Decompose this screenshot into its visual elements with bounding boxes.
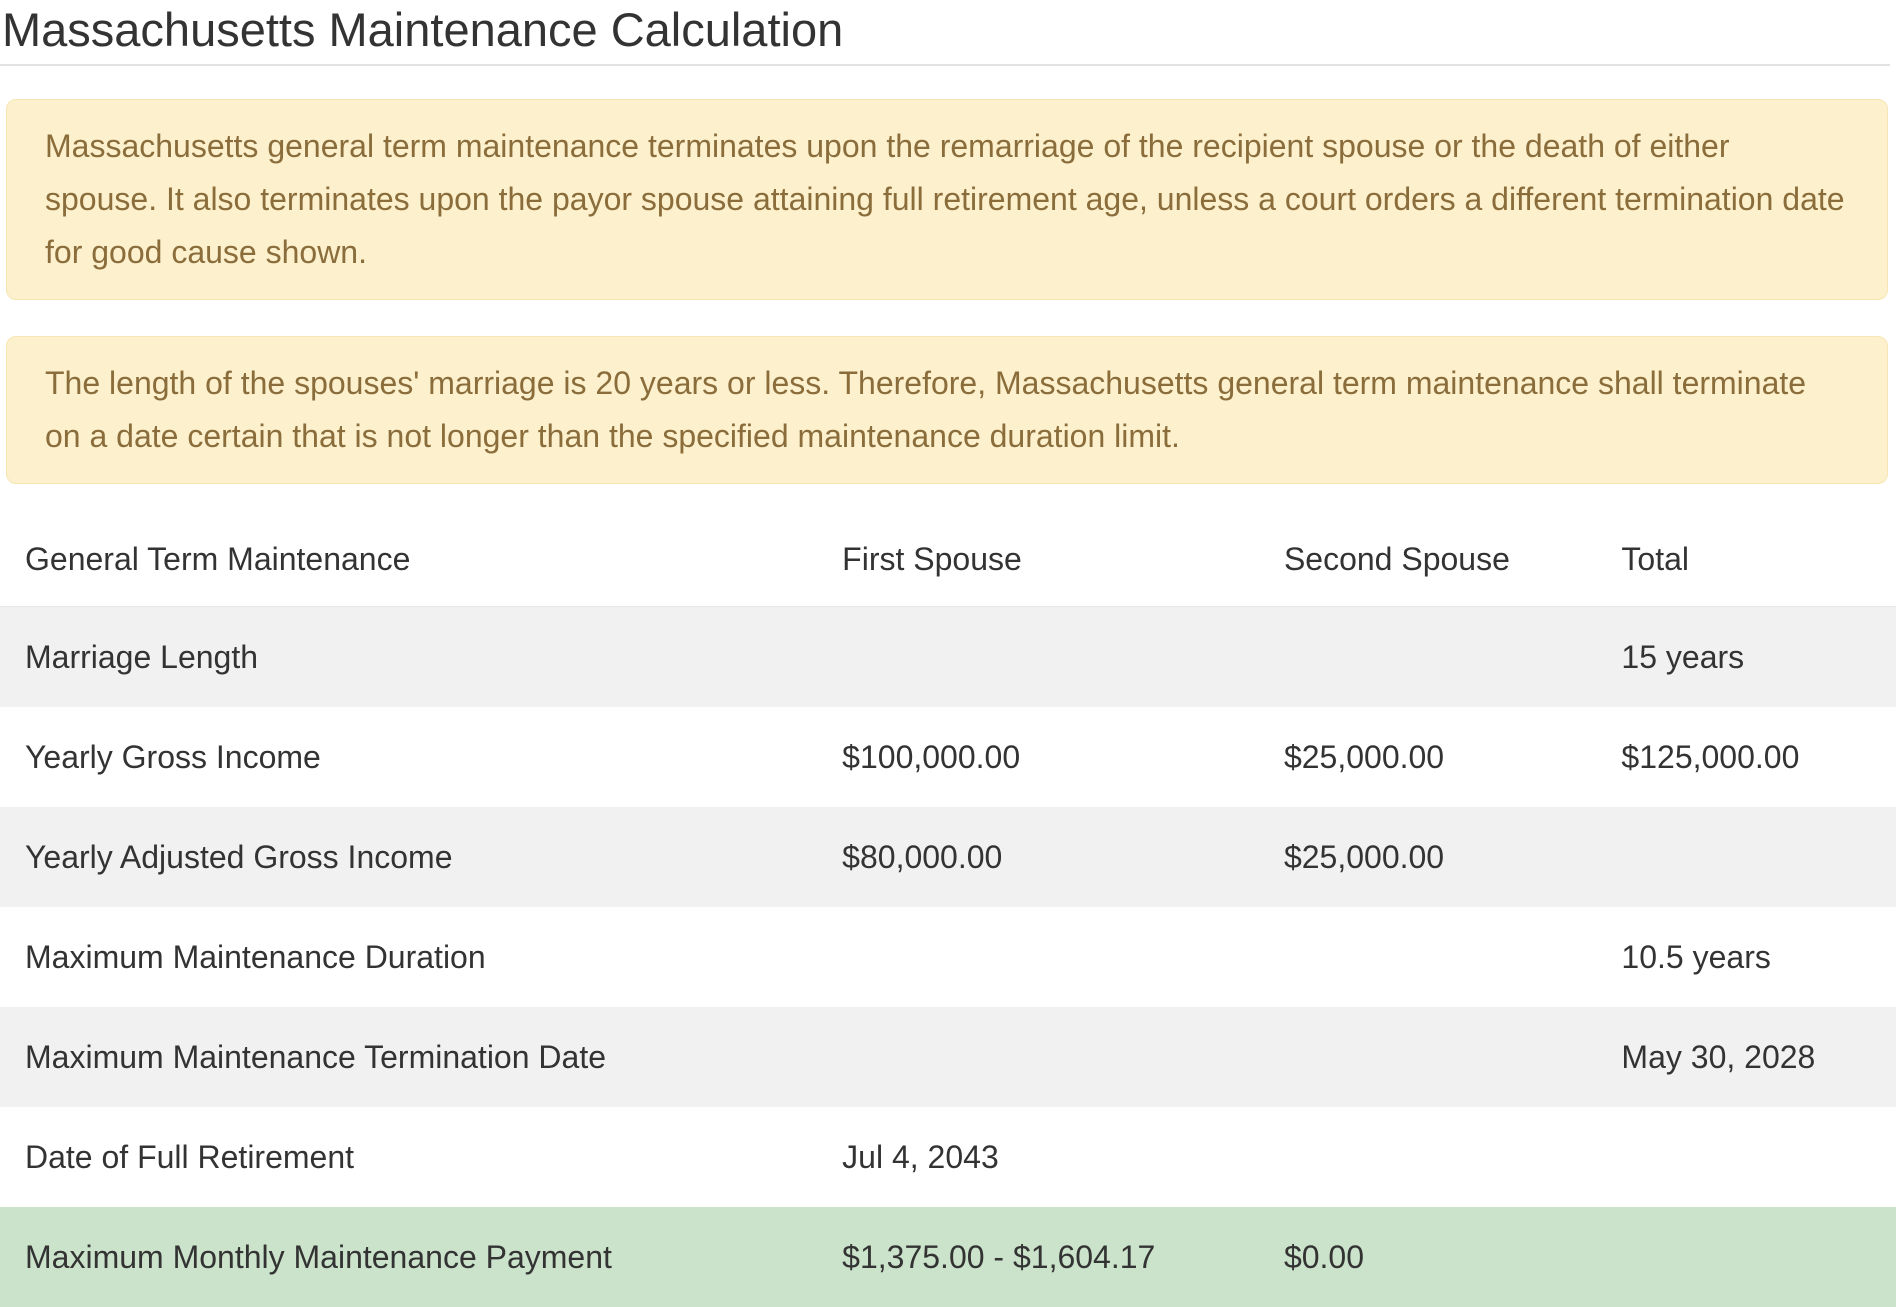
column-header-second-spouse: Second Spouse [1259,514,1596,607]
row-value-first-spouse: Jul 4, 2043 [817,1107,1259,1207]
row-value-first-spouse: $100,000.00 [817,707,1259,807]
table-row: Maximum Maintenance Termination Date May … [0,1007,1896,1107]
column-header-first-spouse: First Spouse [817,514,1259,607]
table-header-row: General Term Maintenance First Spouse Se… [0,514,1896,607]
row-value-total [1596,807,1896,907]
table-header: General Term Maintenance First Spouse Se… [0,514,1896,607]
title-divider [0,64,1890,66]
maintenance-table: General Term Maintenance First Spouse Se… [0,514,1896,1307]
row-value-first-spouse [817,907,1259,1007]
table-row: Yearly Gross Income$100,000.00$25,000.00… [0,707,1896,807]
row-value-second-spouse: $25,000.00 [1259,707,1596,807]
table-row: Marriage Length 15 years [0,607,1896,708]
row-value-total [1596,1107,1896,1207]
row-value-second-spouse [1259,1107,1596,1207]
row-label: Date of Full Retirement [0,1107,817,1207]
row-value-second-spouse: $0.00 [1259,1207,1596,1307]
row-value-first-spouse [817,607,1259,708]
row-value-second-spouse [1259,1007,1596,1107]
row-value-total: 15 years [1596,607,1896,708]
row-value-total: $125,000.00 [1596,707,1896,807]
column-header-general-term-maintenance: General Term Maintenance [0,514,817,607]
row-value-first-spouse [817,1007,1259,1107]
row-label: Maximum Maintenance Termination Date [0,1007,817,1107]
row-label: Maximum Monthly Maintenance Payment [0,1207,817,1307]
page-title: Massachusetts Maintenance Calculation [0,0,1896,58]
alert-marriage-length-rule: The length of the spouses' marriage is 2… [6,336,1888,484]
alert-termination-rules: Massachusetts general term maintenance t… [6,99,1888,300]
row-value-total: 10.5 years [1596,907,1896,1007]
row-value-total [1596,1207,1896,1307]
column-header-total: Total [1596,514,1896,607]
row-value-second-spouse [1259,607,1596,708]
row-value-second-spouse [1259,907,1596,1007]
row-value-second-spouse: $25,000.00 [1259,807,1596,907]
row-label: Yearly Adjusted Gross Income [0,807,817,907]
table-row: Yearly Adjusted Gross Income$80,000.00$2… [0,807,1896,907]
row-value-first-spouse: $1,375.00 - $1,604.17 [817,1207,1259,1307]
row-value-total: May 30, 2028 [1596,1007,1896,1107]
table-row: Maximum Maintenance Duration 10.5 years [0,907,1896,1007]
row-label: Marriage Length [0,607,817,708]
row-label: Yearly Gross Income [0,707,817,807]
row-value-first-spouse: $80,000.00 [817,807,1259,907]
table-row: Maximum Monthly Maintenance Payment$1,37… [0,1207,1896,1307]
row-label: Maximum Maintenance Duration [0,907,817,1007]
